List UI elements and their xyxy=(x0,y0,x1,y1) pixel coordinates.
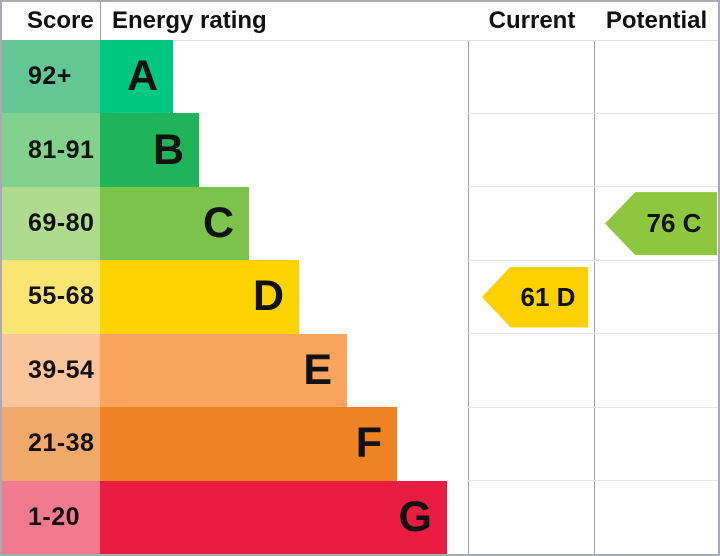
current-rating-value: 61 D xyxy=(520,281,576,312)
band-letter-B: B xyxy=(152,125,184,174)
band-score-E: 39-54 xyxy=(2,333,100,408)
band-row-D: 55-68 D xyxy=(2,260,718,334)
band-row-F: 21-38 F xyxy=(2,407,718,481)
current-column-header: Current xyxy=(488,7,576,34)
band-bar-D: D xyxy=(100,260,299,334)
column-divider-potential xyxy=(594,2,595,554)
band-row-E: 39-54 E xyxy=(2,333,718,408)
band-letter-A: A xyxy=(126,52,158,101)
band-score-D: 55-68 xyxy=(2,260,100,334)
band-bar-A: A xyxy=(100,40,173,114)
band-bar-E: E xyxy=(100,333,347,408)
column-divider-score xyxy=(100,2,101,40)
band-letter-F: F xyxy=(355,419,382,468)
band-letter-C: C xyxy=(202,199,234,248)
energy-rating-column-header: Energy rating xyxy=(112,7,267,34)
band-row-G: 1-20 G xyxy=(2,480,718,554)
header-underline xyxy=(2,40,718,41)
band-score-B: 81-91 xyxy=(2,113,100,187)
band-row-B: 81-91 B xyxy=(2,113,718,187)
band-score-F: 21-38 xyxy=(2,407,100,481)
band-row-A: 92+ A xyxy=(2,40,718,114)
band-bar-B: B xyxy=(100,113,199,187)
band-bar-G: G xyxy=(100,480,447,554)
band-bar-F: F xyxy=(100,407,397,481)
chart-header-row: Score Energy rating Current Potential xyxy=(2,2,718,40)
band-score-C: 69-80 xyxy=(2,186,100,261)
band-letter-E: E xyxy=(303,345,332,394)
score-column-header: Score xyxy=(27,7,94,34)
band-letter-D: D xyxy=(252,272,284,321)
column-divider-current xyxy=(468,2,469,554)
band-score-A: 92+ xyxy=(2,40,100,114)
rating-band-rows: 92+ A 81-91 B 69-80 C 55-68 D 39-54 E 21-38 F 1-20 G xyxy=(2,40,718,554)
band-bar-C: C xyxy=(100,186,249,261)
band-row-C: 69-80 C xyxy=(2,186,718,261)
band-score-G: 1-20 xyxy=(2,480,100,554)
row-gridlines xyxy=(468,40,718,554)
band-letter-G: G xyxy=(398,492,432,541)
potential-rating-value: 76 C xyxy=(646,208,702,239)
potential-column-header: Potential xyxy=(605,7,708,34)
